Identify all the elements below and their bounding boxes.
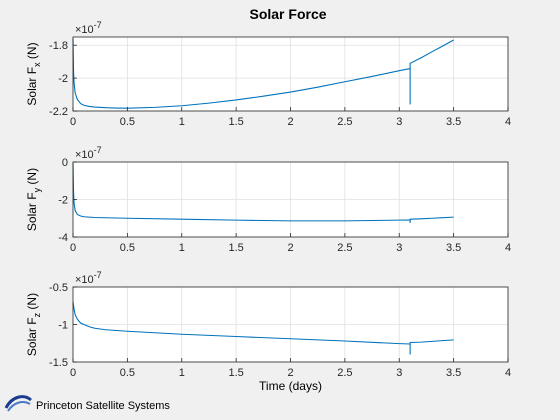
- x-tick-label: 2.5: [337, 242, 352, 254]
- company-name: Princeton Satellite Systems: [36, 400, 170, 412]
- x-tick-label: 0: [70, 116, 76, 128]
- x-tick-label: 3: [396, 116, 402, 128]
- x-tick-label: 1: [179, 116, 185, 128]
- x-tick-label: 0: [70, 367, 76, 379]
- x-tick-label: 2: [287, 116, 293, 128]
- series-line: [72, 162, 454, 223]
- x-tick-label: 1.5: [228, 367, 243, 379]
- series-line: [72, 38, 454, 109]
- x-tick-label: 0.5: [120, 367, 135, 379]
- y-tick-label: -1.5: [49, 357, 68, 369]
- x-tick-label: 4: [505, 367, 511, 379]
- x-tick-label: 2.5: [337, 367, 352, 379]
- y-tick-label: -4: [58, 232, 68, 244]
- y-tick-label: -1.8: [49, 40, 68, 52]
- exponent-label: ×10-7: [75, 20, 102, 36]
- x-tick-label: 2: [287, 367, 293, 379]
- x-tick-label: 1.5: [228, 116, 243, 128]
- y-axis-label: Solar Fx (N): [25, 42, 42, 105]
- plot-panel-2: 0 0.5 1 1.5 2 2.5 3 3.5 4 -4 -2 0 ×10-7 Solar Fy (N): [25, 145, 511, 254]
- figure-title: Solar Force: [249, 6, 326, 22]
- pss-swoosh-logo-icon: [4, 395, 32, 412]
- x-tick-label: 3: [396, 242, 402, 254]
- y-tick-label: -2: [58, 73, 68, 85]
- x-tick-label: 4: [505, 242, 511, 254]
- x-tick-label: 4: [505, 116, 511, 128]
- x-tick-label: 0.5: [120, 242, 135, 254]
- company-branding: Princeton Satellite Systems: [4, 390, 170, 414]
- y-axis-label: Solar Fy (N): [25, 168, 42, 231]
- y-tick-label: -0.5: [49, 282, 68, 294]
- series-line: [72, 301, 454, 355]
- x-tick-label: 0.5: [120, 116, 135, 128]
- x-tick-label: 3.5: [446, 116, 461, 128]
- x-tick-label: 1: [179, 367, 185, 379]
- y-tick-label: -2: [58, 195, 68, 207]
- y-axis-label: Solar Fz (N): [25, 293, 42, 356]
- x-tick-label: 2: [287, 242, 293, 254]
- y-tick-label: -1: [58, 320, 68, 332]
- plot-panel-1: 0 0.5 1 1.5 2 2.5 3 3.5 4 -2.2 -2 -1.8 ×10-7 Solar Fx…: [25, 20, 511, 128]
- x-tick-label: 3.5: [446, 367, 461, 379]
- x-tick-label: 3: [396, 367, 402, 379]
- x-tick-label: 1.5: [228, 242, 243, 254]
- exponent-label: ×10-7: [75, 270, 102, 286]
- y-tick-label: -2.2: [49, 106, 68, 118]
- x-tick-label: 2.5: [337, 116, 352, 128]
- exponent-label: ×10-7: [75, 145, 102, 161]
- plot-panel-3: 0 0.5 1 1.5 2 2.5 3 3.5 4 -1.5 -1 -0.5 ×10-7 Solar Fz…: [25, 270, 511, 393]
- x-tick-label: 0: [70, 242, 76, 254]
- x-tick-label: 3.5: [446, 242, 461, 254]
- y-tick-label: 0: [62, 157, 68, 169]
- x-tick-label: 1: [179, 242, 185, 254]
- x-axis-label: Time (days): [259, 379, 322, 393]
